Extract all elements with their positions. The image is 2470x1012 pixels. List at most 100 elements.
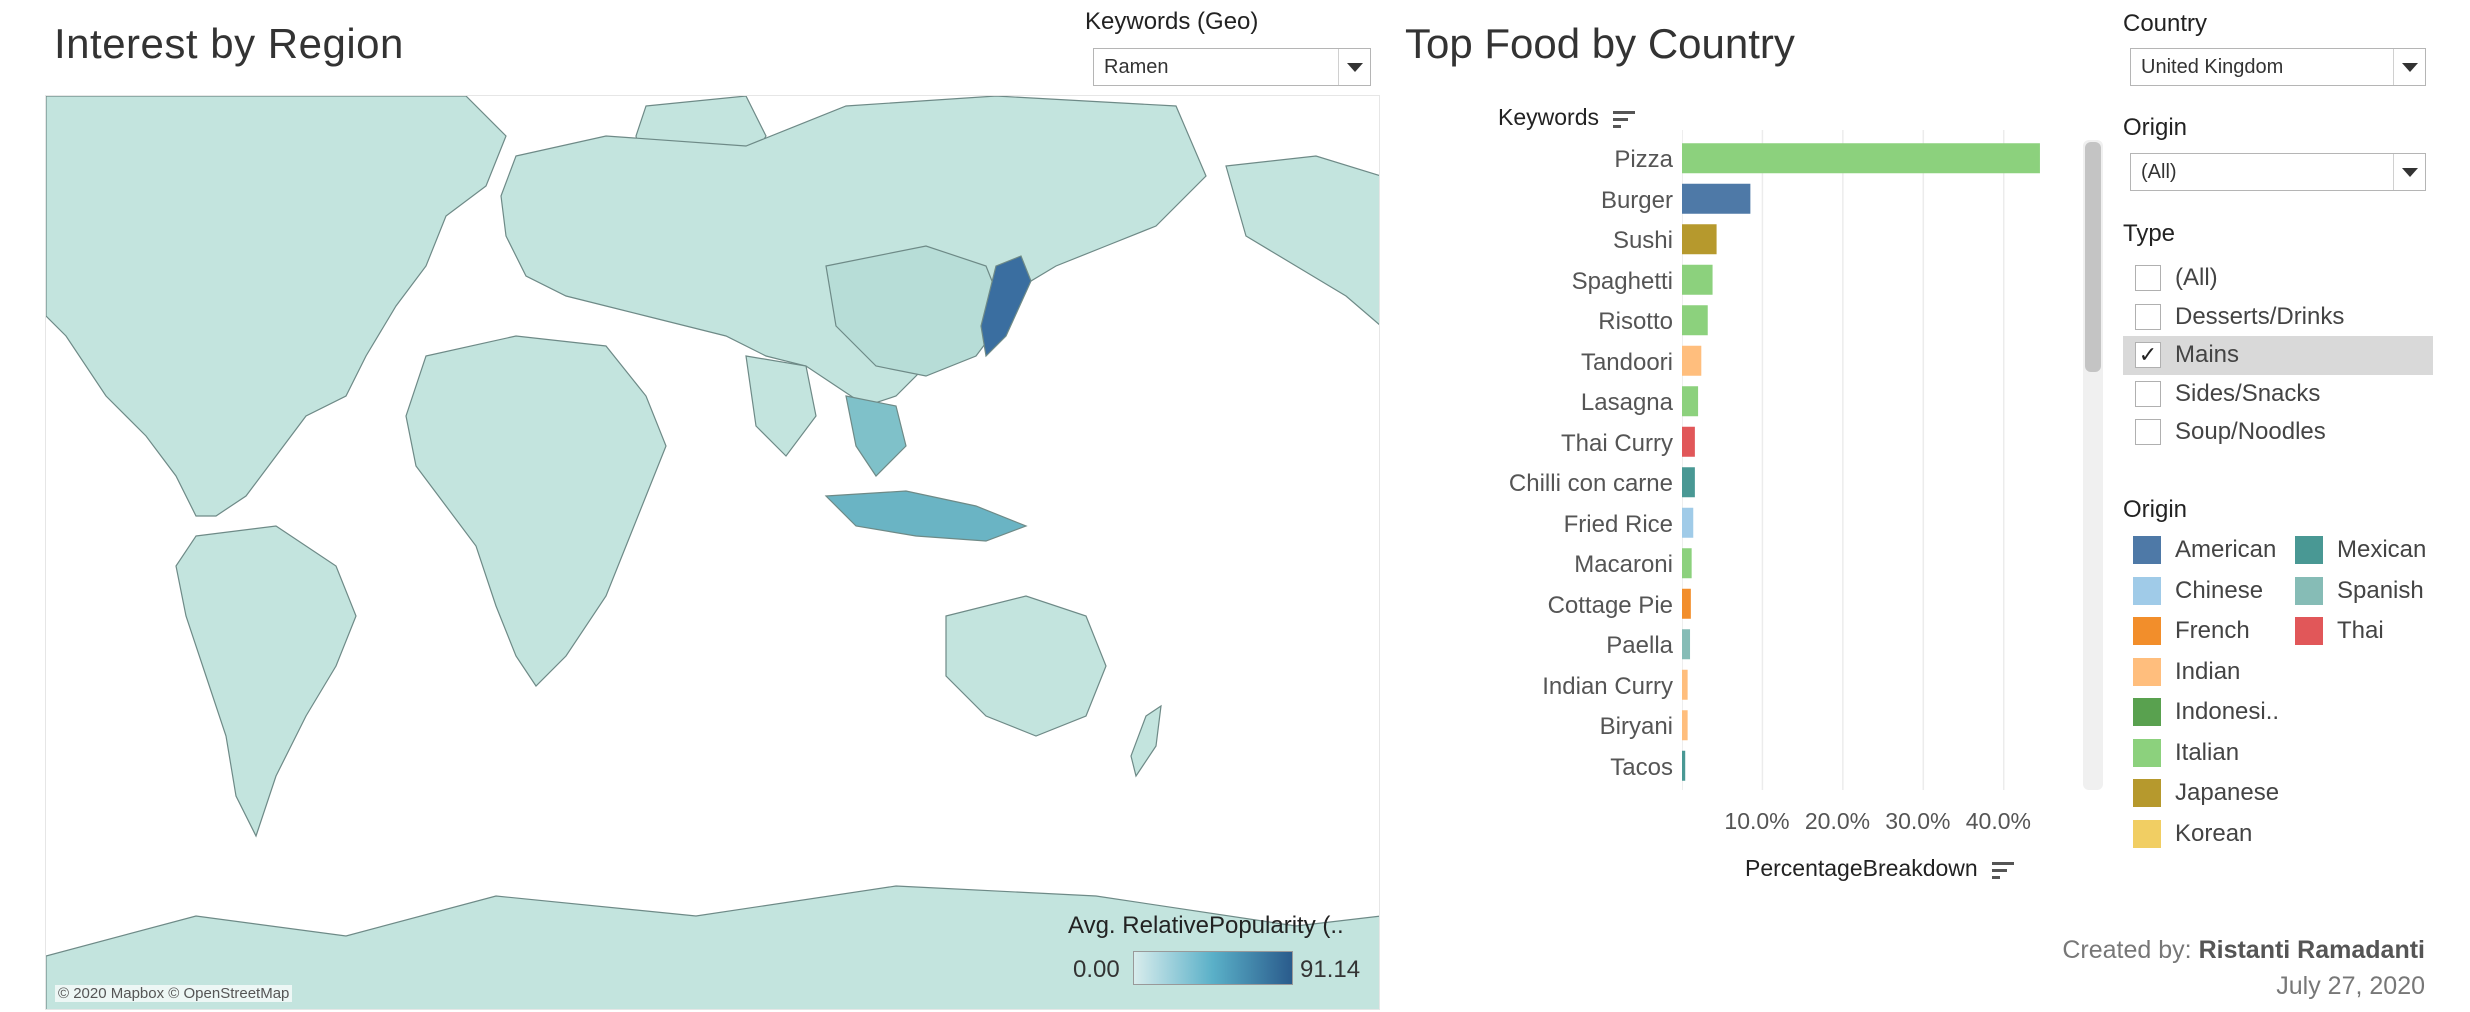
sort-icon[interactable]: [1992, 861, 2015, 879]
bar-lasagna[interactable]: [1682, 386, 1699, 417]
bar-macaroni[interactable]: [1682, 548, 1692, 579]
legend-item[interactable]: Indonesi..: [2133, 692, 2293, 733]
chevron-down-icon[interactable]: [1338, 49, 1370, 85]
legend-label: Japanese: [2175, 779, 2280, 807]
bar-label[interactable]: Sushi: [1612, 227, 1673, 254]
bar-label[interactable]: Fried Rice: [1563, 510, 1673, 538]
bar-label[interactable]: Chilli con carne: [1508, 470, 1673, 497]
country-value: United Kingdom: [2141, 55, 2284, 78]
checkbox[interactable]: [2135, 303, 2161, 330]
bar-label[interactable]: Paella: [1606, 632, 1673, 659]
x-axis-title[interactable]: PercentageBreakdown: [1745, 855, 2015, 882]
type-item-all[interactable]: (All): [2123, 259, 2433, 298]
legend-item[interactable]: Chinese: [2133, 571, 2293, 612]
legend-item[interactable]: Mexican: [2295, 530, 2440, 571]
bar-label[interactable]: Tacos: [1610, 753, 1673, 781]
legend-swatch: [2133, 779, 2161, 808]
bar-label[interactable]: Tandoori: [1580, 348, 1673, 376]
checkmark-icon[interactable]: ✓: [2135, 342, 2161, 369]
bar-pizza[interactable]: [1682, 143, 2040, 174]
legend-swatch: [2295, 617, 2323, 646]
bar-label[interactable]: Cottage Pie: [1547, 591, 1673, 619]
bar-chilli-con-carne[interactable]: [1682, 467, 1695, 498]
type-item-sides-snacks[interactable]: Sides/Snacks: [2123, 375, 2433, 414]
chevron-down-icon[interactable]: [2393, 154, 2425, 190]
origin-legend-col1: American Chinese French Indian Indonesi.. Ita…: [2133, 530, 2293, 854]
bar-label[interactable]: Indian Curry: [1542, 672, 1673, 700]
map-region-africa: [405, 335, 667, 687]
map-region-antarctica: [46, 885, 1379, 1009]
keywords-geo-value: Ramen: [1104, 55, 1169, 78]
bar-label[interactable]: Macaroni: [1574, 551, 1673, 578]
legend-item[interactable]: American: [2133, 530, 2293, 571]
sort-icon[interactable]: [1613, 110, 1636, 128]
bar-label[interactable]: Risotto: [1598, 308, 1673, 335]
bar-chart[interactable]: [1682, 130, 2077, 790]
bar-label[interactable]: Thai Curry: [1560, 429, 1673, 457]
origin-value: (All): [2141, 160, 2177, 183]
country-dropdown[interactable]: United Kingdom: [2130, 48, 2426, 86]
bar-spaghetti[interactable]: [1682, 264, 1713, 295]
bar-label[interactable]: Biryani: [1599, 713, 1673, 740]
legend-label: Mexican: [2337, 536, 2427, 564]
type-item-desserts-drinks[interactable]: Desserts/Drinks: [2123, 298, 2433, 337]
origin-legend-title: Origin: [2123, 496, 2188, 523]
legend-item[interactable]: French: [2133, 611, 2293, 652]
type-item-soup-noodles[interactable]: Soup/Noodles: [2123, 413, 2433, 452]
chart-scroll-thumb[interactable]: [2085, 142, 2101, 372]
legend-swatch: [2295, 576, 2323, 605]
map-legend-max: 91.14: [1300, 956, 1361, 983]
legend-item[interactable]: Spanish: [2295, 571, 2440, 612]
bar-risotto[interactable]: [1682, 305, 1708, 336]
type-filter-label: Type: [2123, 220, 2176, 247]
bar-tandoori[interactable]: [1682, 345, 1702, 376]
legend-item[interactable]: Indian: [2133, 652, 2293, 693]
map-region-south-america: [175, 525, 357, 838]
type-item-label: Desserts/Drinks: [2175, 302, 2345, 330]
bar-paella[interactable]: [1682, 629, 1691, 660]
type-item-label: Sides/Snacks: [2175, 379, 2321, 407]
checkbox[interactable]: [2135, 380, 2161, 407]
legend-swatch: [2133, 536, 2161, 565]
bar-tacos[interactable]: [1682, 750, 1686, 781]
type-item-label: (All): [2175, 264, 2218, 292]
keywords-geo-dropdown[interactable]: Ramen: [1093, 48, 1371, 86]
bar-indian-curry[interactable]: [1682, 669, 1688, 700]
bar-biryani[interactable]: [1682, 710, 1688, 741]
legend-item[interactable]: Italian: [2133, 733, 2293, 774]
world-map-svg: [46, 96, 1379, 1009]
map-region-australia: [945, 595, 1107, 737]
bar-thai-curry[interactable]: [1682, 426, 1695, 457]
bar-burger[interactable]: [1682, 183, 1751, 214]
checkbox[interactable]: [2135, 265, 2161, 292]
map-region-india: [745, 355, 817, 457]
legend-item[interactable]: Japanese: [2133, 773, 2293, 814]
type-item-mains[interactable]: ✓ Mains: [2123, 336, 2433, 375]
author-credit: Created by: Ristanti Ramadanti: [2062, 936, 2425, 965]
legend-item[interactable]: Thai: [2295, 611, 2440, 652]
legend-swatch: [2295, 536, 2323, 565]
bar-sushi[interactable]: [1682, 224, 1717, 255]
credit-author: Ristanti Ramadanti: [2198, 936, 2425, 964]
chevron-down-icon[interactable]: [2393, 49, 2425, 85]
map-credit[interactable]: © 2020 Mapbox © OpenStreetMap: [55, 985, 293, 1002]
legend-label: Spanish: [2337, 576, 2424, 604]
bar-label[interactable]: Spaghetti: [1571, 267, 1673, 295]
legend-label: French: [2175, 617, 2250, 645]
world-map[interactable]: [45, 95, 1380, 1010]
type-item-label: Mains: [2175, 341, 2240, 369]
origin-legend-col2: Mexican Spanish Thai: [2295, 530, 2440, 652]
bar-fried-rice[interactable]: [1682, 507, 1694, 538]
legend-label: Indian: [2175, 657, 2241, 685]
credit-prefix: Created by:: [2062, 936, 2192, 964]
bar-label[interactable]: Pizza: [1614, 146, 1673, 173]
bar-label[interactable]: Lasagna: [1580, 389, 1673, 416]
bar-label[interactable]: Burger: [1600, 186, 1673, 214]
keywords-geo-label: Keywords (Geo): [1085, 8, 1259, 35]
y-axis-title[interactable]: Keywords: [1498, 104, 1636, 131]
checkbox[interactable]: [2135, 419, 2161, 446]
bar-cottage-pie[interactable]: [1682, 588, 1691, 619]
origin-dropdown[interactable]: (All): [2130, 153, 2426, 191]
legend-item[interactable]: Korean: [2133, 814, 2293, 855]
legend-label: Thai: [2337, 617, 2384, 645]
